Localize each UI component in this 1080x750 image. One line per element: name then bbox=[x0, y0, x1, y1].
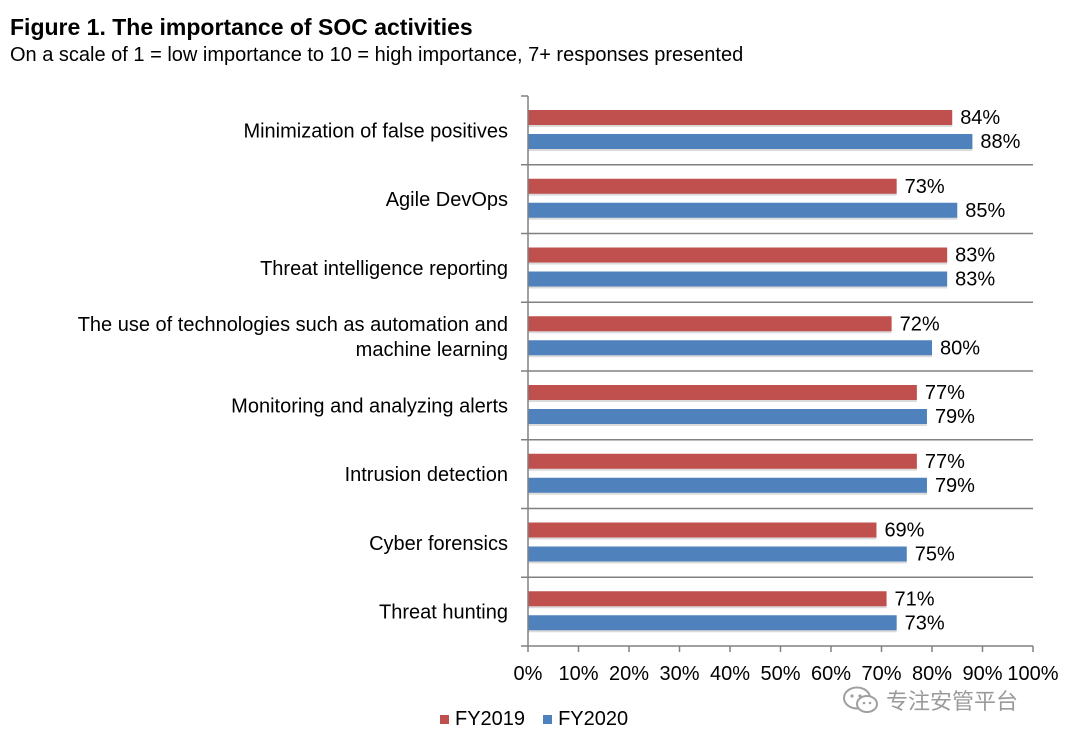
bar-fy2019 bbox=[528, 385, 917, 400]
data-label-fy2020: 79% bbox=[935, 406, 975, 428]
x-tick-label: 100% bbox=[1007, 663, 1058, 685]
category-label: Threat intelligence reporting bbox=[260, 258, 508, 280]
data-label-fy2019: 77% bbox=[925, 382, 965, 404]
wechat-icon bbox=[843, 686, 878, 713]
bar-fy2020 bbox=[528, 202, 958, 218]
bar-fy2020 bbox=[528, 340, 932, 356]
bar-fy2019 bbox=[528, 453, 917, 469]
category-label: Intrusion detection bbox=[345, 464, 508, 486]
data-label-fy2020: 75% bbox=[915, 544, 955, 566]
bar-fy2020 bbox=[528, 615, 897, 631]
x-tick-label: 10% bbox=[558, 663, 598, 685]
x-tick-label: 0% bbox=[514, 663, 543, 685]
category-label: Minimization of false positives bbox=[243, 120, 508, 142]
category-label: Cyber forensics bbox=[369, 533, 508, 555]
data-label-fy2020: 80% bbox=[940, 337, 980, 359]
category-label: machine learning bbox=[356, 339, 508, 361]
chart-legend: FY2019 FY2020 bbox=[440, 708, 628, 731]
bar-fy2019 bbox=[528, 247, 948, 263]
bar-fy2020 bbox=[528, 409, 927, 424]
bar-fy2020 bbox=[528, 134, 973, 149]
data-label-fy2019: 73% bbox=[905, 176, 945, 198]
data-label-fy2019: 71% bbox=[895, 588, 935, 610]
legend-swatch-fy2019 bbox=[440, 715, 449, 724]
bar-fy2019 bbox=[528, 591, 887, 607]
data-label-fy2019: 72% bbox=[900, 313, 940, 335]
watermark: 专注安管平台 bbox=[842, 684, 1018, 716]
bar-fy2019 bbox=[528, 316, 892, 332]
bar-fy2019 bbox=[528, 110, 953, 125]
chart-subtitle: On a scale of 1 = low importance to 10 =… bbox=[10, 44, 744, 66]
x-tick-label: 60% bbox=[811, 663, 851, 685]
data-label-fy2020: 73% bbox=[905, 612, 945, 634]
data-label-fy2019: 69% bbox=[884, 520, 924, 542]
bar-fy2019 bbox=[528, 522, 877, 538]
category-label: Monitoring and analyzing alerts bbox=[231, 395, 508, 417]
x-tick-label: 50% bbox=[760, 663, 800, 685]
legend-item-fy2019: FY2019 bbox=[440, 708, 525, 731]
legend-label-fy2019: FY2019 bbox=[455, 708, 526, 730]
watermark-text: 专注安管平台 bbox=[886, 689, 1019, 714]
data-label-fy2019: 84% bbox=[960, 107, 1000, 129]
x-tick-label: 70% bbox=[861, 663, 901, 685]
category-label: Threat hunting bbox=[379, 602, 508, 624]
legend-item-fy2020: FY2020 bbox=[543, 708, 628, 731]
data-label-fy2020: 83% bbox=[955, 269, 995, 291]
data-label-fy2020: 79% bbox=[935, 475, 975, 497]
data-label-fy2019: 77% bbox=[925, 451, 965, 473]
legend-swatch-fy2020 bbox=[543, 715, 553, 724]
data-label-fy2019: 83% bbox=[955, 245, 995, 267]
bar-fy2019 bbox=[528, 178, 897, 194]
data-label-fy2020: 85% bbox=[965, 200, 1005, 222]
data-label-fy2020: 88% bbox=[980, 131, 1020, 153]
x-tick-label: 90% bbox=[962, 663, 1002, 685]
x-tick-label: 40% bbox=[710, 663, 750, 685]
chart-title: Figure 1. The importance of SOC activiti… bbox=[10, 14, 473, 40]
category-label: The use of technologies such as automati… bbox=[78, 314, 508, 336]
legend-label-fy2020: FY2020 bbox=[558, 708, 629, 730]
bar-fy2020 bbox=[528, 477, 927, 493]
bar-fy2020 bbox=[528, 546, 907, 562]
x-tick-label: 30% bbox=[659, 663, 699, 685]
x-tick-label: 20% bbox=[609, 663, 649, 685]
category-label: Agile DevOps bbox=[386, 189, 508, 211]
x-tick-label: 80% bbox=[912, 663, 952, 685]
bar-fy2020 bbox=[528, 271, 948, 287]
